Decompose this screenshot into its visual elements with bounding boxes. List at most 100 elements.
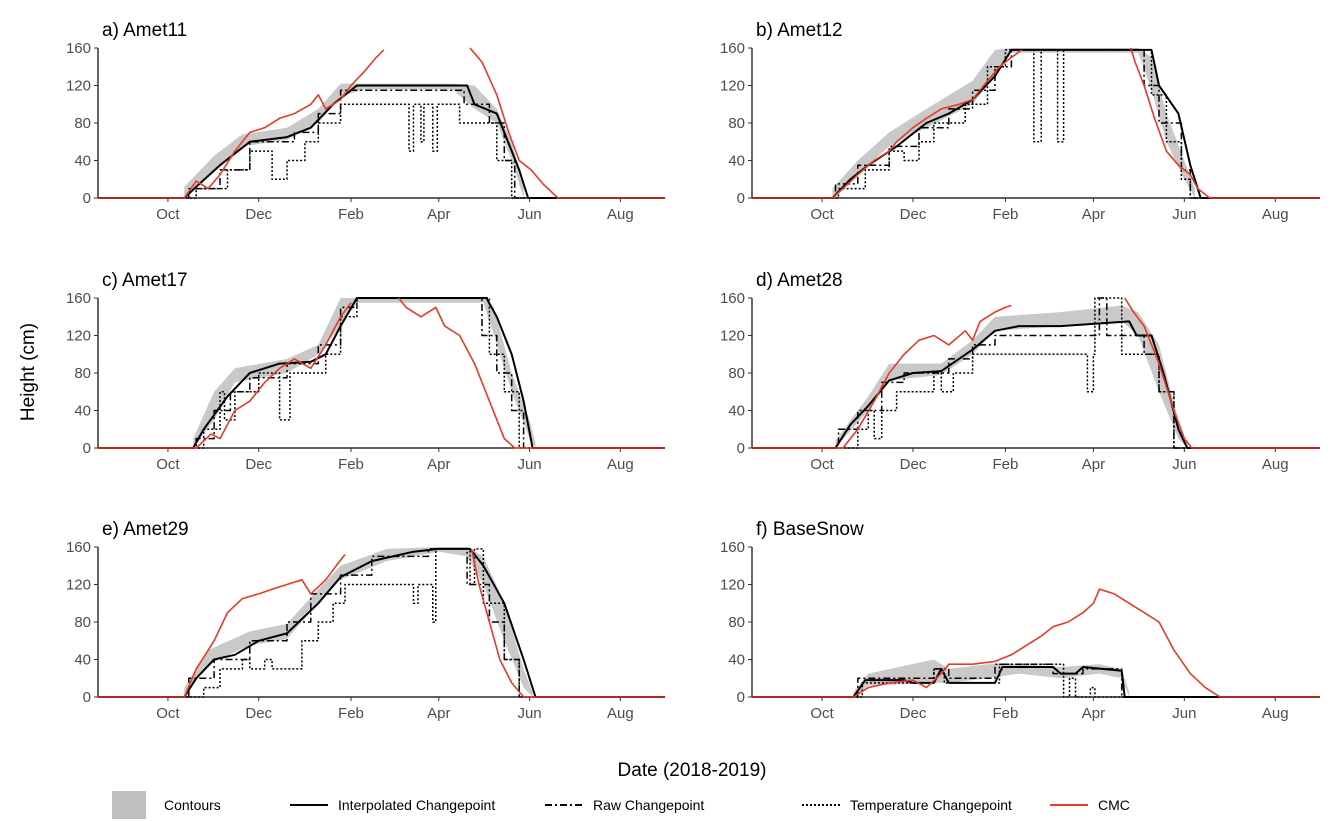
cmc-line: [469, 47, 665, 199]
y-tick-label: 40: [728, 652, 745, 669]
panel-6: f) BaseSnow 0 40 80 120 160 Oct Dec Feb Apr Jun Aug: [720, 519, 1320, 722]
x-tick-label: Dec: [245, 206, 272, 223]
temperature-line: [98, 548, 665, 698]
y-tick-label: 80: [728, 614, 745, 631]
legend-label: Interpolated Changepoint: [338, 797, 495, 813]
panel-title: a) Amet11: [102, 20, 187, 41]
y-tick-label: 40: [728, 403, 745, 420]
panel-2: b) Amet12 0 40 80 120 160 Oct Dec Feb Apr Jun Aug: [720, 20, 1320, 223]
x-tick-label: Feb: [993, 705, 1019, 722]
legend-swatch: [112, 791, 146, 819]
cmc-line: [752, 304, 1012, 449]
cmc-line: [1129, 47, 1320, 199]
x-tick-label: Jun: [517, 456, 541, 473]
cmc-line: [752, 49, 1023, 199]
temperature-line: [752, 297, 1320, 449]
y-tick-label: 80: [74, 115, 91, 132]
x-tick-label: Feb: [338, 705, 364, 722]
y-tick-label: 120: [66, 577, 91, 594]
y-tick-label: 40: [728, 153, 745, 170]
cmc-line: [470, 548, 665, 698]
y-tick-label: 80: [728, 365, 745, 382]
x-tick-label: Oct: [810, 206, 834, 223]
raw-line: [752, 49, 1320, 199]
x-tick-label: Oct: [156, 456, 180, 473]
panel-3: c) Amet17 0 40 80 120 160 Oct Dec Feb Apr Jun Aug: [66, 270, 665, 473]
plot-area: [98, 47, 665, 199]
x-tick-label: Feb: [338, 206, 364, 223]
x-tick-label: Jun: [1172, 456, 1196, 473]
x-tick-label: Dec: [900, 705, 927, 722]
temperature-line: [98, 297, 665, 449]
y-tick-label: 40: [74, 403, 91, 420]
y-tick-label: 160: [66, 40, 91, 57]
contours-band: [832, 48, 1195, 198]
x-axis-title: Date (2018-2019): [618, 760, 767, 781]
x-tick-label: Jun: [1172, 705, 1196, 722]
contours-band: [853, 659, 1130, 697]
cmc-line: [98, 554, 346, 698]
cmc-line: [1124, 297, 1320, 449]
y-tick-label: 160: [720, 539, 745, 556]
y-tick-label: 120: [66, 78, 91, 95]
x-tick-label: Oct: [810, 456, 834, 473]
panel-5: e) Amet29 0 40 80 120 160 Oct Dec Feb Apr Jun Aug: [66, 519, 665, 722]
temperature-line: [98, 103, 665, 199]
panel-1: a) Amet11 0 40 80 120 160 Oct Dec Feb Apr Jun Aug: [66, 20, 665, 223]
y-tick-label: 160: [66, 290, 91, 307]
legend-item-raw: Raw Changepoint: [545, 797, 704, 813]
plot-area: [752, 297, 1320, 449]
y-tick-label: 40: [74, 652, 91, 669]
x-tick-label: Feb: [338, 456, 364, 473]
legend-label: Raw Changepoint: [593, 797, 704, 813]
x-tick-label: Aug: [1262, 456, 1289, 473]
x-tick-label: Apr: [1082, 705, 1105, 722]
y-tick-label: 0: [83, 689, 91, 706]
cmc-line: [397, 297, 665, 449]
plot-area: [98, 547, 665, 698]
y-tick-label: 160: [66, 539, 91, 556]
x-tick-label: Dec: [245, 456, 272, 473]
y-tick-label: 120: [720, 577, 745, 594]
plot-area: [752, 47, 1320, 199]
panels-layer: a) Amet11 0 40 80 120 160 Oct Dec Feb Apr Jun Aug b)…: [66, 20, 1320, 722]
panel-title: b) Amet12: [756, 20, 843, 41]
temperature-line: [752, 49, 1320, 199]
x-tick-label: Aug: [1262, 206, 1289, 223]
y-tick-label: 80: [74, 365, 91, 382]
cmc-line: [98, 302, 352, 449]
panel-title: c) Amet17: [102, 270, 188, 291]
y-tick-label: 80: [728, 115, 745, 132]
x-tick-label: Aug: [607, 206, 634, 223]
legend-item-interpolated: Interpolated Changepoint: [290, 797, 495, 813]
plot-area: [752, 588, 1320, 698]
legend-item-temperature: Temperature Changepoint: [802, 797, 1012, 813]
interpolated-line: [752, 320, 1320, 449]
x-tick-label: Dec: [900, 456, 927, 473]
interpolated-line: [752, 48, 1320, 199]
x-tick-label: Apr: [1082, 206, 1105, 223]
x-tick-label: Apr: [427, 206, 450, 223]
x-tick-label: Jun: [517, 206, 541, 223]
x-tick-label: Aug: [1262, 705, 1289, 722]
interpolated-line: [98, 547, 665, 698]
y-tick-label: 120: [720, 78, 745, 95]
raw-line: [98, 89, 665, 199]
interpolated-line: [98, 84, 665, 199]
x-tick-label: Apr: [427, 705, 450, 722]
legend-label: CMC: [1098, 797, 1130, 813]
cmc-line: [752, 588, 1320, 698]
x-tick-label: Oct: [156, 705, 180, 722]
y-tick-label: 0: [83, 190, 91, 207]
y-tick-label: 40: [74, 153, 91, 170]
interpolated-line: [98, 297, 665, 449]
y-tick-label: 0: [737, 190, 745, 207]
legend-label: Contours: [164, 797, 221, 813]
panel-title: f) BaseSnow: [756, 519, 864, 540]
x-tick-label: Aug: [607, 705, 634, 722]
contours-band: [184, 547, 533, 697]
x-tick-label: Apr: [427, 456, 450, 473]
y-tick-label: 160: [720, 290, 745, 307]
y-tick-label: 160: [720, 40, 745, 57]
